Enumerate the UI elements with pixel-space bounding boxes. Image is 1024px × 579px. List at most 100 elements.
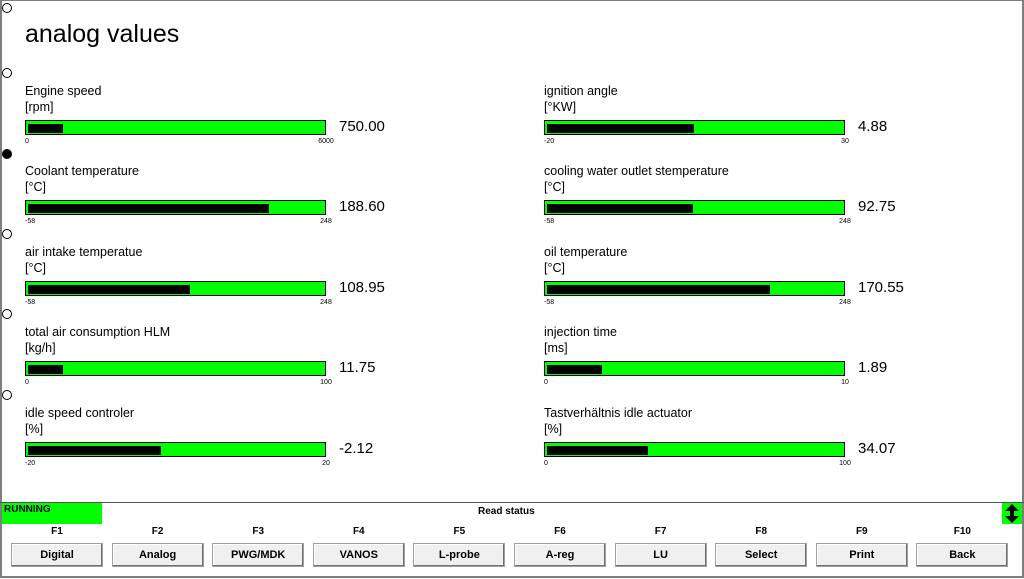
gauge-min-label: -58 [544, 299, 555, 306]
gauge-bar-fill [547, 204, 693, 213]
gauge-unit: [%] [25, 422, 44, 436]
radio-button-5[interactable] [2, 309, 12, 319]
fkey-f3: F3 PWG/MDK [212, 526, 305, 567]
digital-button[interactable]: Digital [11, 543, 103, 567]
fkey-f5: F5 L-probe [413, 526, 506, 567]
status-divider [0, 502, 1024, 503]
gauge-3: Coolant temperature [°C] 188.60 -58 248 [25, 164, 445, 244]
gauge-max-label: 100 [320, 379, 332, 386]
page-title: analog values [25, 20, 180, 48]
fkey-number: F6 [554, 526, 566, 537]
gauge-value: 1.89 [858, 359, 888, 376]
fkey-number: F1 [51, 526, 63, 537]
fkey-f9: F9 Print [815, 526, 908, 567]
gauge-1: Engine speed [rpm] 750.00 0 6000 [25, 84, 445, 164]
pwg-mdk-button[interactable]: PWG/MDK [212, 543, 305, 567]
lu-button[interactable]: LU [614, 543, 707, 567]
gauge-min-label: 0 [544, 379, 548, 386]
gauge-value: 4.88 [858, 118, 888, 135]
gauge-name: injection time [544, 325, 617, 339]
gauge-unit: [ms] [544, 341, 568, 355]
gauge-max-label: 100 [839, 460, 851, 467]
gauge-bar [25, 442, 326, 457]
scroll-toggle-button[interactable] [1002, 503, 1022, 524]
gauge-min-label: 0 [25, 138, 29, 145]
analog-button[interactable]: Analog [111, 543, 204, 567]
gauge-max-label: 10 [841, 379, 849, 386]
print-button[interactable]: Print [815, 543, 908, 567]
gauge-name: Tastverhältnis idle actuator [544, 406, 692, 420]
gauge-min-label: 0 [544, 460, 548, 467]
gauge-8: injection time [ms] 1.89 0 10 [544, 325, 964, 405]
fkey-f8: F8 Select [715, 526, 808, 567]
gauge-2: ignition angle [°KW] 4.88 -20 30 [544, 84, 964, 164]
gauge-bar [25, 281, 326, 296]
gauge-unit: [°KW] [544, 100, 577, 114]
gauge-min-label: 0 [25, 379, 29, 386]
gauge-min-label: -20 [25, 460, 36, 467]
gauge-value: 92.75 [858, 198, 896, 215]
gauge-bar [25, 120, 326, 135]
gauge-name: ignition angle [544, 84, 618, 98]
gauge-unit: [°C] [25, 261, 46, 275]
gauge-max-label: 248 [839, 299, 851, 306]
fkey-number: F9 [855, 526, 868, 537]
gauge-value: 108.95 [339, 279, 385, 296]
radio-button-4[interactable] [2, 229, 12, 239]
fkey-f1: F1 Digital [11, 526, 103, 567]
a-reg-button[interactable]: A-reg [514, 543, 606, 567]
gauge-bar-fill [28, 124, 63, 133]
gauge-bar-fill [28, 365, 63, 374]
gauge-name: cooling water outlet stemperature [544, 164, 729, 178]
radio-button-2[interactable] [2, 68, 12, 78]
gauge-bar [25, 361, 326, 376]
gauge-bar-fill [28, 204, 269, 213]
gauge-bar [544, 200, 845, 215]
fkey-number: F10 [953, 526, 971, 537]
gauge-name: oil temperature [544, 245, 628, 259]
gauge-value: -2.12 [339, 440, 374, 457]
gauge-max-label: 6000 [318, 138, 334, 145]
gauge-bar [25, 200, 326, 215]
gauge-10: Tastverhältnis idle actuator [%] 34.07 0 100 [544, 406, 964, 486]
gauge-name: total air consumption HLM [25, 325, 171, 339]
gauge-min-label: -58 [25, 218, 36, 225]
gauge-max-label: 248 [320, 218, 332, 225]
fkey-number: F2 [151, 526, 164, 537]
gauge-bar [544, 120, 845, 135]
gauge-value: 750.00 [339, 118, 385, 135]
gauge-min-label: -20 [544, 138, 555, 145]
gauge-max-label: 248 [839, 218, 851, 225]
fkey-number: F7 [654, 526, 667, 537]
gauge-min-label: -58 [25, 299, 36, 306]
gauge-value: 11.75 [339, 359, 376, 376]
status-message: Read status [478, 506, 535, 517]
fkey-number: F3 [252, 526, 265, 537]
status-running-indicator: RUNNING [2, 503, 102, 524]
gauge-max-label: 20 [322, 460, 330, 467]
gauge-bar-fill [547, 285, 770, 294]
back-button[interactable]: Back [916, 543, 1009, 567]
gauge-bar-fill [547, 124, 694, 133]
up-down-arrow-icon [1005, 504, 1019, 523]
gauge-bar-fill [547, 365, 602, 374]
gauge-name: air intake temperatue [25, 245, 143, 259]
radio-button-1[interactable] [2, 3, 12, 13]
fkey-f2: F2 Analog [111, 526, 204, 567]
gauge-4: cooling water outlet stemperature [°C] 92.… [544, 164, 964, 244]
l-probe-button[interactable]: L-probe [413, 543, 506, 567]
fkey-number: F8 [755, 526, 768, 537]
gauge-9: idle speed controler [%] -2.12 -20 20 [25, 406, 445, 486]
gauge-unit: [rpm] [25, 100, 54, 114]
gauge-bar-fill [28, 446, 161, 455]
radio-button-6[interactable] [2, 390, 12, 400]
gauge-max-label: 248 [320, 299, 332, 306]
gauge-unit: [kg/h] [25, 341, 56, 355]
vanos-button[interactable]: VANOS [312, 543, 405, 567]
gauge-bar-fill [547, 446, 648, 455]
gauge-6: oil temperature [°C] 170.55 -58 248 [544, 245, 964, 325]
radio-button-3[interactable] [2, 149, 12, 159]
select-button[interactable]: Select [715, 543, 808, 567]
gauge-unit: [°C] [544, 261, 565, 275]
